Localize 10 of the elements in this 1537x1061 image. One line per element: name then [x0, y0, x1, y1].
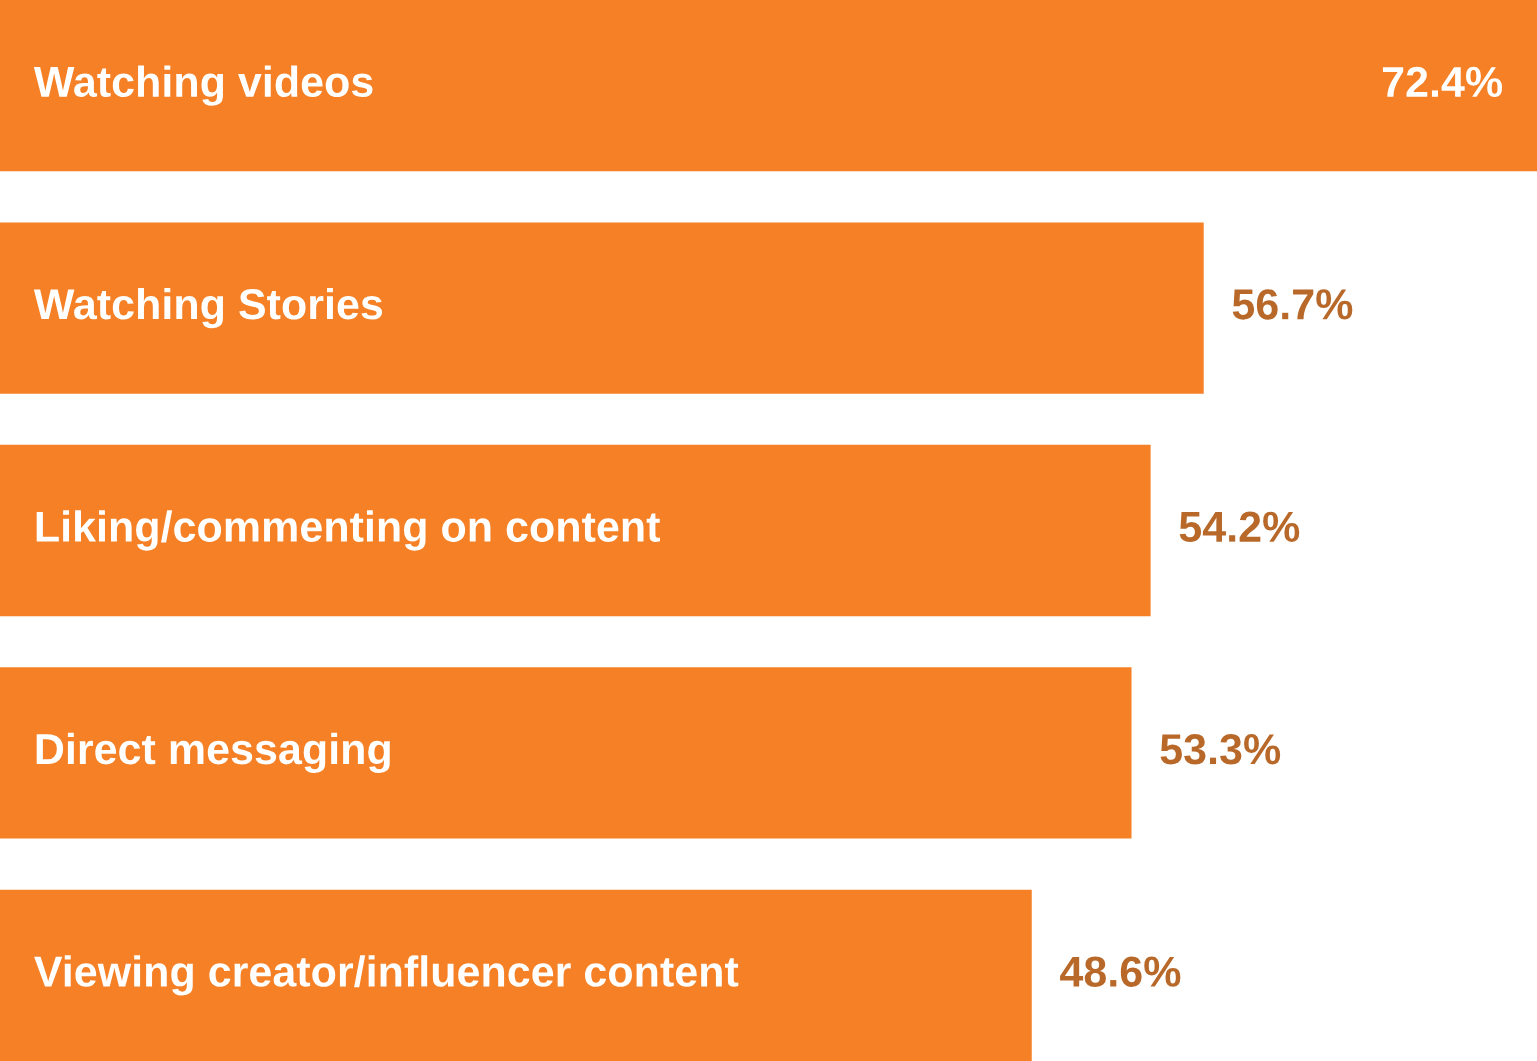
data-label: 56.7% — [1232, 289, 1353, 320]
data-label: 54.2% — [1179, 511, 1300, 543]
data-label: 72.4% — [1382, 66, 1503, 98]
data-label: 48.6% — [1060, 956, 1181, 987]
y-tick-label: Viewing creator/influencer content — [34, 955, 739, 996]
y-tick-label: Watching videos — [33, 65, 373, 106]
y-tick-label: Watching Stories — [33, 287, 383, 329]
y-tick-label: Direct messaging — [36, 732, 390, 774]
y-tick-label: Liking/commenting on content — [36, 510, 660, 551]
data-label: 53.3% — [1160, 734, 1281, 765]
